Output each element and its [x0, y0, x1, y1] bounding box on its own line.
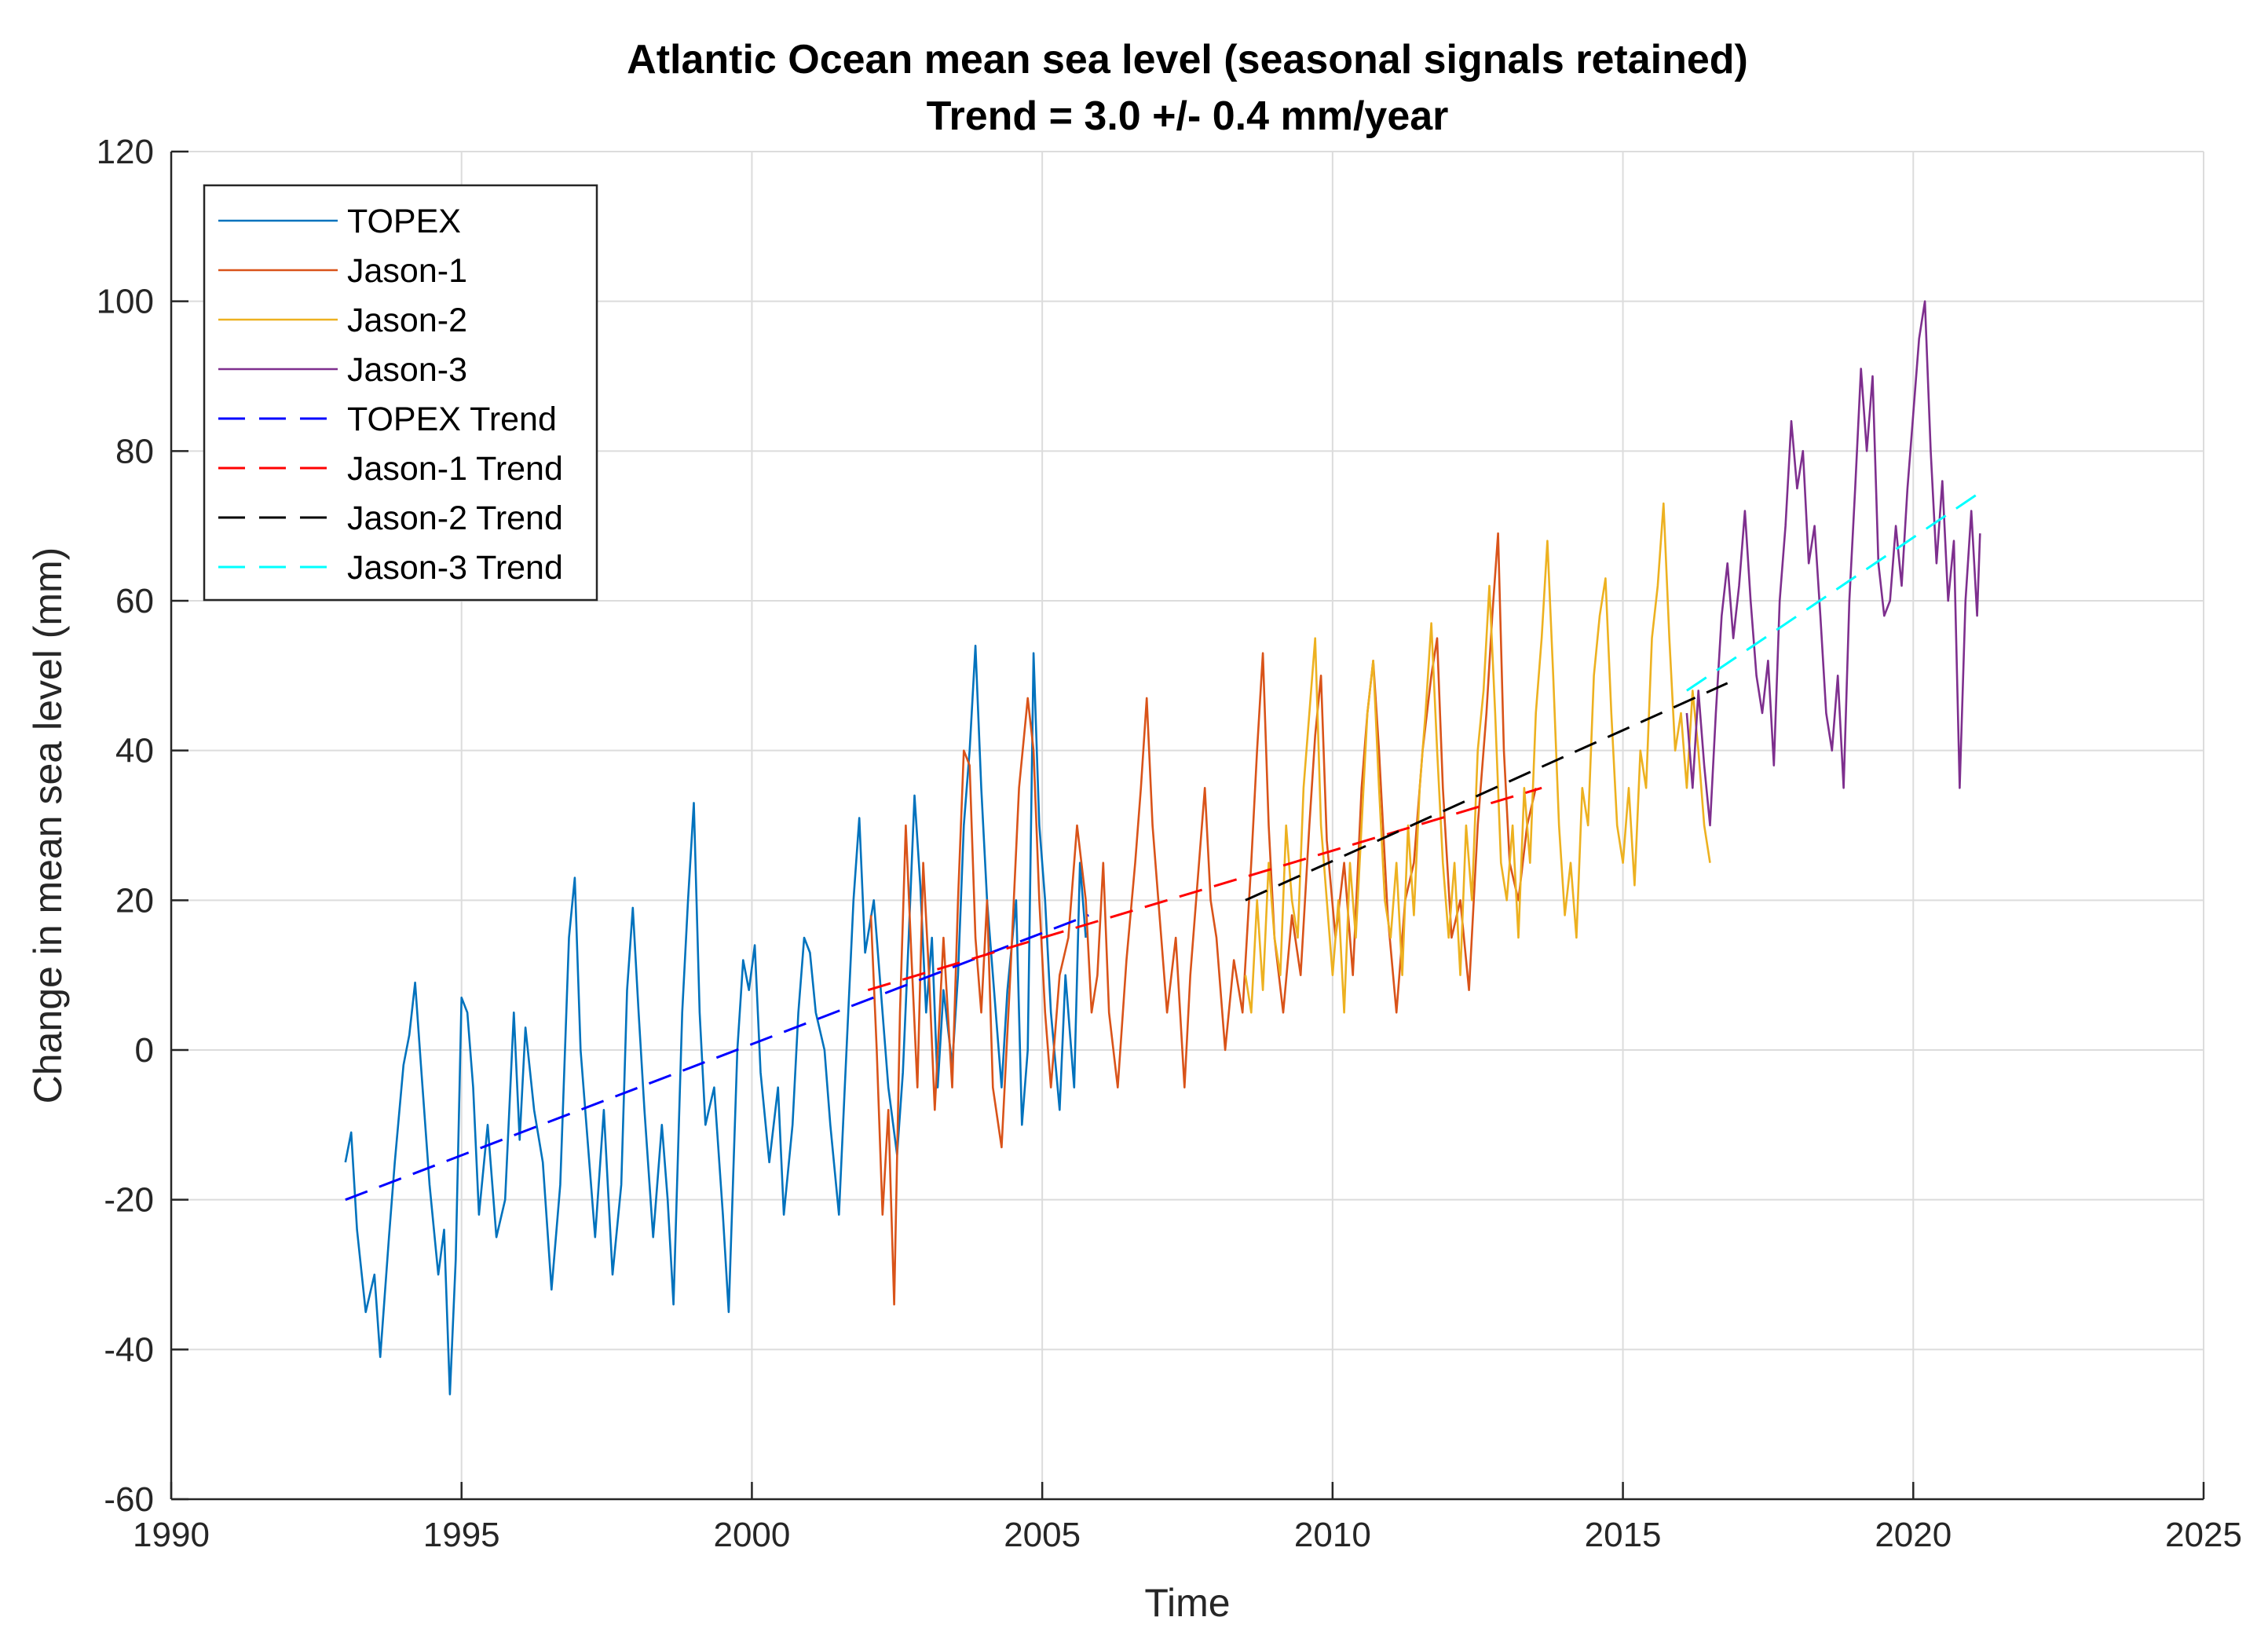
legend-label: TOPEX: [347, 203, 461, 240]
x-tick-label: 1995: [423, 1516, 500, 1554]
y-tick-label: 20: [115, 881, 154, 920]
ticks-layer: 1990 1995 2000 2005 2010 2015 2020 2025 -60 -40 -2…: [97, 133, 2242, 1554]
x-tick-label: 2010: [1294, 1516, 1371, 1554]
y-tick-label: 120: [97, 133, 154, 171]
x-tick-label: 2000: [713, 1516, 790, 1554]
chart-subtitle: Trend = 3.0 +/- 0.4 mm/year: [927, 93, 1449, 139]
legend-label: TOPEX Trend: [347, 401, 557, 438]
y-tick-label: 100: [97, 283, 154, 321]
y-tick-label: 40: [115, 732, 154, 770]
y-tick-label: 60: [115, 582, 154, 620]
y-tick-label: 0: [135, 1031, 154, 1070]
series-topex: [344, 644, 1087, 1396]
series-jason-2-trend: [1245, 682, 1728, 902]
legend-label: Jason-3 Trend: [347, 549, 563, 587]
series-jason-3: [1685, 300, 1981, 827]
series-jason-1-trend: [867, 786, 1542, 992]
x-tick-label: 1990: [133, 1516, 210, 1554]
y-tick-label: -40: [104, 1330, 154, 1369]
y-tick-label: -20: [104, 1181, 154, 1220]
x-axis-label: Time: [1144, 1581, 1230, 1625]
y-tick-label: 80: [115, 432, 154, 470]
y-axis-label: Change in mean sea level (mm): [26, 547, 70, 1104]
x-tick-label: 2005: [1004, 1516, 1081, 1554]
legend: TOPEX Jason-1 Jason-2 Jason-3 TOPEX Trend Jas…: [203, 184, 598, 602]
legend-label: Jason-1 Trend: [347, 450, 563, 488]
series-layer: [344, 300, 1987, 1396]
x-tick-label: 2015: [1585, 1516, 1662, 1554]
series-jason-3-trend: [1686, 487, 1987, 692]
legend-label: Jason-2 Trend: [347, 499, 563, 537]
legend-label: Jason-1: [347, 252, 467, 290]
chart-title: Atlantic Ocean mean sea level (seasonal …: [627, 37, 1748, 82]
series-jason-2: [1244, 502, 1711, 1014]
series-topex-trend: [345, 913, 1089, 1202]
legend-box: [203, 184, 598, 602]
legend-label: Jason-2: [347, 302, 467, 339]
x-tick-label: 2020: [1875, 1516, 1952, 1554]
y-tick-label: -60: [104, 1480, 154, 1519]
legend-label: Jason-3: [347, 351, 467, 389]
x-tick-label: 2025: [2165, 1516, 2242, 1554]
axes-layer: [170, 152, 2204, 1501]
